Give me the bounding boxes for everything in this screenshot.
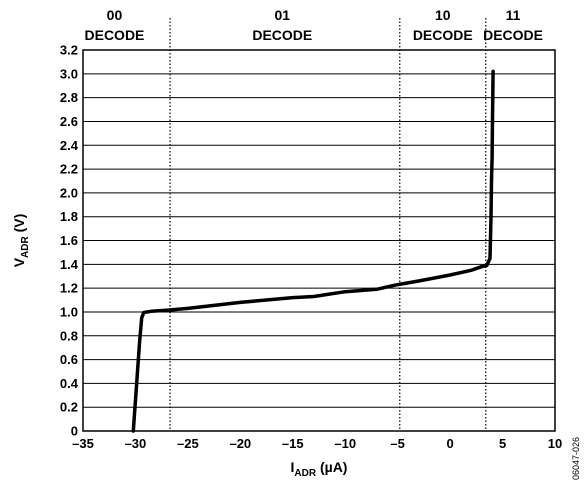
x-tick-label: –30 bbox=[125, 436, 147, 451]
grid-lines bbox=[83, 49, 555, 432]
x-tick-label: –5 bbox=[390, 436, 404, 451]
y-tick-label: 3.2 bbox=[60, 43, 78, 58]
x-tick-label: –25 bbox=[177, 436, 199, 451]
y-tick-label: 3.0 bbox=[60, 66, 78, 81]
x-axis-label-main: I bbox=[291, 459, 295, 475]
x-tick-label: –35 bbox=[72, 436, 94, 451]
y-tick-label: 1.6 bbox=[60, 233, 78, 248]
y-tick-label: 2.8 bbox=[60, 90, 78, 105]
y-tick-label: 0.2 bbox=[60, 400, 78, 415]
region-label: DECODE bbox=[483, 27, 543, 43]
x-tick-labels: –35 –30 –25 –20 –15 –10 –5 0 5 10 bbox=[72, 436, 562, 451]
y-axis-label-unit: (V) bbox=[11, 214, 27, 237]
y-tick-label: 0.6 bbox=[60, 352, 78, 367]
region-code: 01 bbox=[274, 7, 290, 23]
series-line bbox=[131, 69, 495, 433]
y-tick-label: 2.2 bbox=[60, 162, 78, 177]
x-tick-label: –10 bbox=[334, 436, 356, 451]
region-code: 11 bbox=[506, 7, 521, 23]
x-axis-label-sub: ADR bbox=[294, 468, 316, 479]
y-axis-label-sub: ADR bbox=[20, 236, 31, 258]
y-tick-label: 1.0 bbox=[60, 304, 78, 319]
region-code: 00 bbox=[107, 7, 123, 23]
x-tick-label: 5 bbox=[499, 436, 506, 451]
y-tick-label: 1.4 bbox=[60, 257, 79, 272]
x-tick-label: –20 bbox=[229, 436, 251, 451]
region-code: 10 bbox=[435, 7, 451, 23]
y-tick-label: 1.8 bbox=[60, 209, 78, 224]
x-tick-label: 10 bbox=[548, 436, 562, 451]
region-labels: 00 DECODE 01 DECODE 10 DECODE 11 DECODE bbox=[85, 7, 543, 43]
region-label: DECODE bbox=[85, 27, 145, 43]
x-tick-label: 0 bbox=[446, 436, 453, 451]
x-tick-label: –15 bbox=[282, 436, 304, 451]
region-label: DECODE bbox=[413, 27, 473, 43]
y-axis-label-main: V bbox=[11, 257, 27, 267]
y-axis-label: VADR (V) bbox=[11, 214, 31, 268]
y-tick-label: 0.4 bbox=[60, 376, 79, 391]
x-axis-label: IADR (µA) bbox=[291, 459, 348, 479]
x-axis-label-unit: (µA) bbox=[316, 459, 347, 475]
region-dividers bbox=[169, 18, 487, 431]
plot-frame bbox=[82, 49, 556, 432]
y-tick-labels: 0 0.2 0.4 0.6 0.8 1.0 1.2 1.4 1.6 1.8 2.0 2.2 2.4 2.6… bbox=[60, 43, 79, 439]
figure-id: 06047-026 bbox=[571, 437, 581, 480]
series-layer bbox=[131, 69, 495, 433]
y-tick-label: 2.0 bbox=[60, 185, 78, 200]
y-tick-label: 2.4 bbox=[60, 138, 79, 153]
y-tick-label: 2.6 bbox=[60, 114, 78, 129]
y-tick-label: 1.2 bbox=[60, 281, 78, 296]
y-tick-label: 0.8 bbox=[60, 328, 78, 343]
y-tick-label: 0 bbox=[71, 424, 78, 439]
region-label: DECODE bbox=[252, 27, 312, 43]
